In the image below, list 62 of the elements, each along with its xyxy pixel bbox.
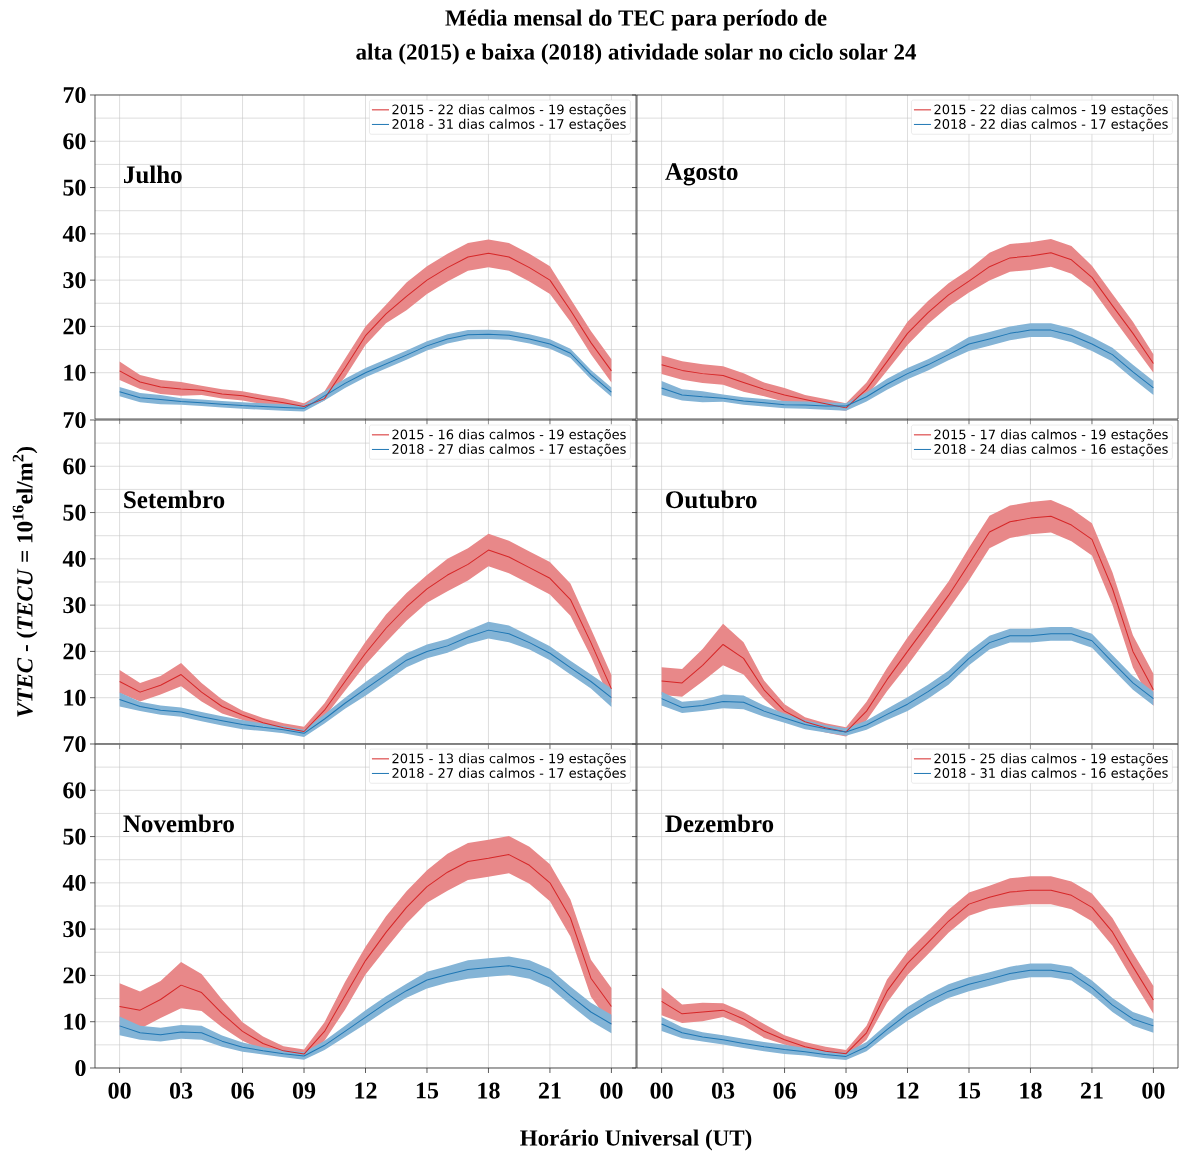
x-tick-label: 18 (1020, 1082, 1042, 1099)
y-tick-label: 20 (63, 643, 86, 660)
annotation: Outubro (666, 490, 757, 509)
y-tick-label: 10 (64, 689, 86, 706)
x-tick-label: 03 (711, 1082, 735, 1099)
legend-label: 2015 - 17 dias calmos - 19 estações (934, 429, 1168, 442)
y-tick-label: 60 (63, 782, 86, 799)
y-tick-label: 40 (62, 874, 86, 891)
x-tick-label: 00 (1142, 1082, 1165, 1099)
legend-label: 2015 - 22 dias calmos - 19 estações (934, 104, 1168, 117)
x-tick-label: 06 (773, 1082, 796, 1099)
legend-label: 2015 - 16 dias calmos - 19 estações (392, 429, 626, 442)
annotation: Agosto (665, 163, 738, 186)
y-tick-label: 70 (63, 735, 86, 753)
x-tick-label: 00 (650, 1082, 673, 1099)
chart-title: Média mensal do TEC para período de (445, 9, 827, 31)
x-tick-label: 09 (834, 1082, 858, 1099)
legend-label: 2018 - 22 dias calmos - 17 estações (934, 118, 1168, 132)
x-tick-label: 06 (231, 1082, 254, 1099)
chart-subtitle: alta (2015) e baixa (2018) atividade solar no ciclo solar 24 (356, 43, 917, 65)
y-tick-label: 60 (63, 458, 86, 475)
y-tick-label: 50 (63, 504, 86, 521)
x-tick-label: 09 (292, 1082, 316, 1099)
y-tick-label: 40 (62, 550, 86, 567)
y-tick-label: 30 (63, 272, 86, 289)
legend-label: 2015 - 25 dias calmos - 19 estações (934, 753, 1168, 766)
x-tick-label: 15 (958, 1082, 981, 1099)
y-tick-label: 20 (63, 318, 86, 335)
y-tick-label: 20 (63, 967, 86, 984)
x-tick-label: 03 (169, 1082, 193, 1099)
y-tick-label: 70 (63, 411, 86, 429)
y-tick-label: 70 (63, 86, 86, 104)
legend-label: 2015 - 13 dias calmos - 19 estações (392, 753, 626, 766)
annotation: Novembro (123, 814, 234, 833)
y-tick-label: 30 (63, 597, 86, 614)
legend-label: 2015 - 22 dias calmos - 19 estações (392, 104, 626, 117)
legend-label: 2018 - 31 dias calmos - 17 estações (392, 118, 626, 132)
legend-label: 2018 - 27 dias calmos - 17 estações (392, 443, 626, 457)
y-tick-label: 10 (64, 1013, 86, 1030)
x-tick-label: 18 (478, 1082, 500, 1099)
y-tick-label: 30 (63, 921, 86, 938)
y-tick-label: 50 (63, 828, 86, 845)
y-tick-label: 40 (62, 225, 86, 242)
x-tick-label: 12 (897, 1082, 919, 1099)
x-tick-label: 21 (538, 1082, 561, 1099)
x-tick-label: 00 (108, 1082, 131, 1099)
legend-label: 2018 - 27 dias calmos - 17 estações (392, 767, 626, 781)
x-tick-label: 15 (416, 1082, 439, 1099)
y-tick-label: 50 (63, 179, 86, 196)
x-tick-label: 21 (1080, 1082, 1103, 1099)
annotation: Dezembro (665, 814, 774, 833)
y-tick-label: 60 (63, 133, 86, 150)
x-tick-label: 12 (355, 1082, 377, 1099)
x-tick-label: 00 (600, 1082, 623, 1099)
legend-label: 2018 - 31 dias calmos - 16 estações (934, 767, 1168, 781)
y-axis-title: VTEC - (TECU = 10$^{16}$el/m$^{2}$) (12, 447, 38, 717)
y-tick-label: 10 (64, 364, 86, 381)
annotation: Setembro (124, 490, 225, 509)
legend-label: 2018 - 24 dias calmos - 16 estações (934, 443, 1168, 457)
x-axis-title: Horário Universal (UT) (520, 1129, 752, 1151)
y-tick-label: 0 (75, 1059, 86, 1077)
annotation: Julho (123, 165, 182, 184)
